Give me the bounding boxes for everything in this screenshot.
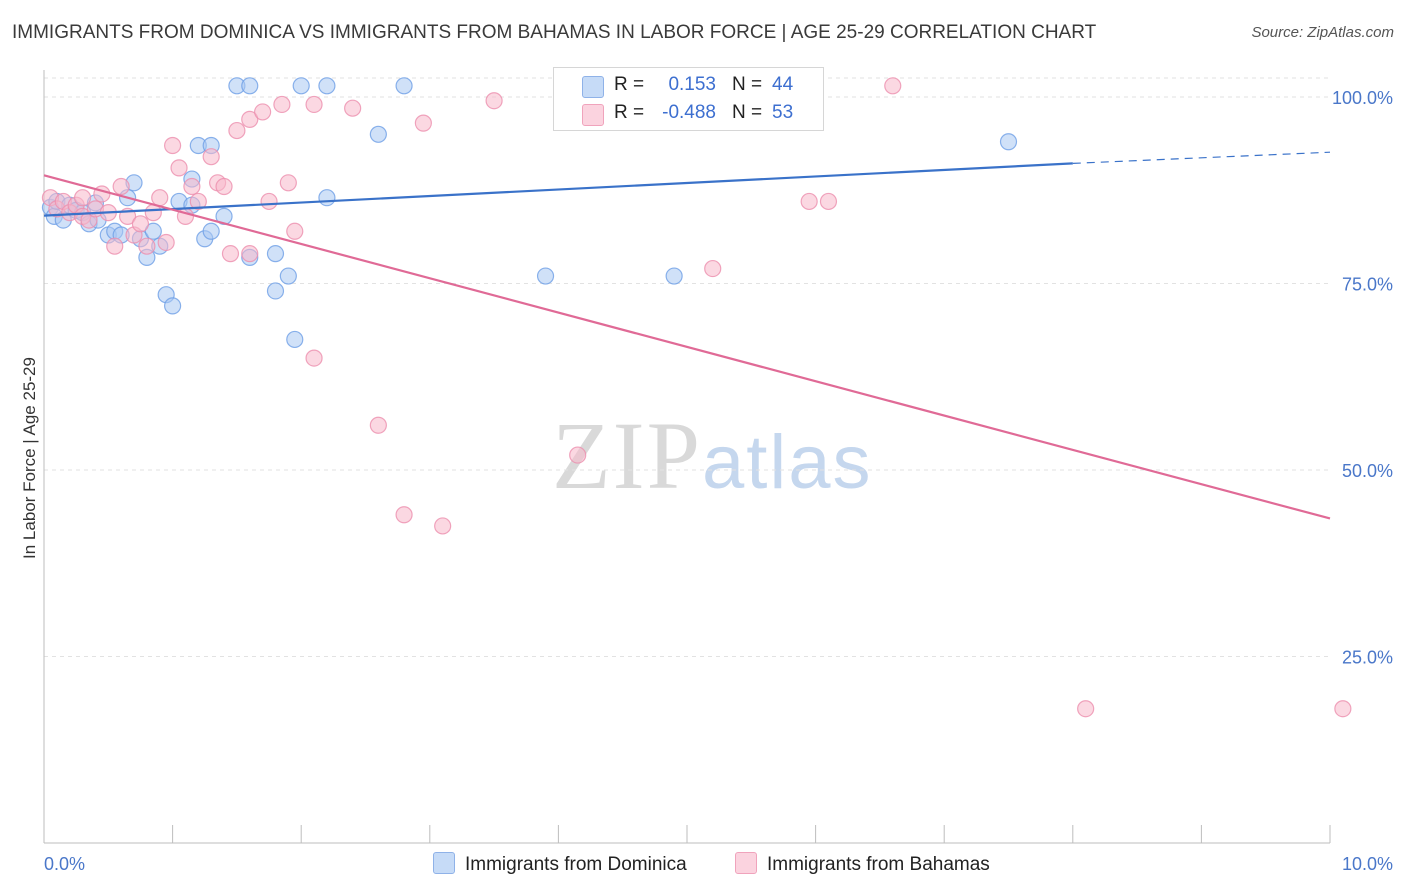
- data-point-dominica: [286, 330, 304, 349]
- data-point-dominica: [318, 77, 336, 95]
- series-label-dominica: Immigrants from Dominica: [465, 854, 687, 875]
- y-tick-label: 75.0%: [1342, 275, 1393, 295]
- data-point-bahamas: [73, 189, 92, 207]
- legend-n-label: N =: [732, 74, 763, 95]
- y-tick-label: 100.0%: [1332, 88, 1393, 108]
- data-point-bahamas: [485, 92, 503, 110]
- trendline-dominica-extension: [1072, 151, 1331, 164]
- data-point-bahamas: [1334, 700, 1352, 718]
- data-point-bahamas: [183, 177, 201, 196]
- trendline-dominica: [43, 162, 1073, 217]
- data-point-bahamas: [884, 77, 902, 95]
- data-point-bahamas: [279, 174, 297, 192]
- data-point-dominica: [369, 125, 387, 143]
- legend-swatch-dominica: [582, 76, 604, 98]
- data-point-dominica: [292, 77, 310, 95]
- data-point-bahamas: [170, 159, 188, 177]
- data-point-dominica: [999, 133, 1018, 151]
- data-point-bahamas: [202, 148, 220, 166]
- data-point-dominica: [144, 222, 162, 240]
- data-point-bahamas: [434, 517, 452, 535]
- data-point-bahamas: [164, 136, 182, 155]
- data-point-bahamas: [157, 233, 175, 252]
- data-point-bahamas: [819, 192, 838, 211]
- legend-r-label: R =: [614, 102, 645, 123]
- data-point-dominica: [266, 282, 285, 300]
- x-tick-label-max: 10.0%: [1342, 854, 1393, 874]
- legend-n-label: N =: [732, 102, 763, 123]
- legend-row-dominica: R = 0.153 N = 44: [554, 72, 823, 100]
- data-point-bahamas: [221, 245, 240, 263]
- data-point-dominica: [241, 77, 259, 95]
- x-tick-label-min: 0.0%: [44, 854, 85, 874]
- data-point-bahamas: [151, 189, 169, 207]
- data-point-dominica: [202, 222, 220, 240]
- data-point-bahamas: [131, 215, 150, 233]
- data-point-bahamas: [254, 103, 272, 121]
- data-point-bahamas: [106, 237, 124, 255]
- series-legend-dominica[interactable]: Immigrants from Dominica: [433, 852, 687, 876]
- legend-n-value: 44: [772, 74, 794, 95]
- data-point-dominica: [266, 245, 285, 263]
- data-point-bahamas: [305, 349, 323, 367]
- data-point-dominica: [395, 77, 413, 95]
- data-point-bahamas: [286, 222, 304, 240]
- legend-r-label: R =: [614, 74, 645, 95]
- data-point-bahamas: [414, 114, 432, 132]
- data-point-bahamas: [369, 416, 387, 434]
- legend-r-value: -0.488: [662, 102, 716, 123]
- legend-r-value: 0.153: [668, 74, 716, 95]
- data-point-bahamas: [273, 95, 291, 114]
- data-point-bahamas: [215, 177, 233, 196]
- data-point-bahamas: [241, 110, 259, 128]
- data-point-bahamas: [1077, 700, 1095, 718]
- y-tick-label: 25.0%: [1342, 648, 1393, 668]
- data-point-bahamas: [395, 506, 413, 524]
- data-point-bahamas: [704, 259, 722, 278]
- data-point-dominica: [279, 267, 297, 285]
- data-point-bahamas: [241, 245, 259, 263]
- data-point-bahamas: [228, 121, 246, 140]
- data-point-dominica: [536, 267, 555, 285]
- series-legend-bahamas[interactable]: Immigrants from Bahamas: [735, 852, 990, 876]
- series-swatch-bahamas: [735, 852, 757, 874]
- data-point-bahamas: [569, 446, 587, 464]
- y-tick-label: 50.0%: [1342, 461, 1393, 481]
- watermark-atlas: atlas: [702, 420, 873, 505]
- data-point-dominica: [665, 267, 683, 285]
- data-point-bahamas: [800, 192, 818, 211]
- data-point-bahamas: [344, 99, 362, 117]
- data-point-dominica: [164, 297, 182, 315]
- data-point-bahamas: [189, 192, 207, 211]
- data-point-bahamas: [305, 95, 323, 114]
- trendline-bahamas: [43, 174, 1331, 520]
- legend-row-bahamas: R = -0.488 N = 53: [554, 100, 823, 128]
- data-point-bahamas: [260, 192, 278, 211]
- series-label-bahamas: Immigrants from Bahamas: [767, 854, 990, 875]
- series-swatch-dominica: [433, 852, 455, 874]
- chart-title: IMMIGRANTS FROM DOMINICA VS IMMIGRANTS F…: [12, 22, 1097, 43]
- correlation-legend: R = 0.153 N = 44 R = -0.488 N = 53: [553, 67, 824, 131]
- series-legend: Immigrants from Dominica Immigrants from…: [0, 852, 1406, 878]
- y-axis-label: In Labor Force | Age 25-29: [20, 357, 39, 559]
- legend-swatch-bahamas: [582, 104, 604, 126]
- legend-n-value: 53: [772, 102, 794, 123]
- data-point-bahamas: [138, 237, 156, 255]
- data-point-bahamas: [112, 177, 130, 196]
- data-point-dominica: [318, 189, 336, 207]
- source-label: Source: ZipAtlas.com: [1251, 24, 1394, 41]
